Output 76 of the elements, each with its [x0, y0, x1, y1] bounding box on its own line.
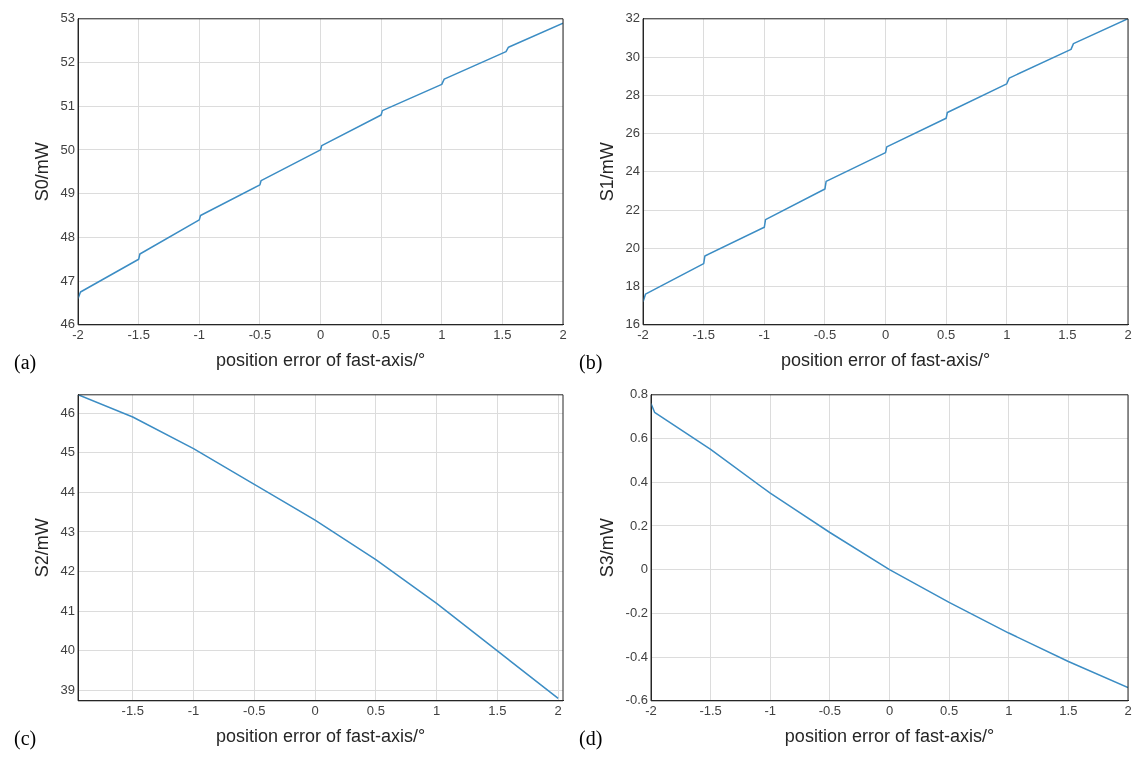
y-tick-label: 52	[60, 54, 76, 70]
text: (d)	[579, 727, 603, 751]
y-tick-label: 30	[625, 48, 641, 64]
y-tick-label: 22	[625, 201, 641, 217]
x-axis-title: position error of fast-axis/°	[780, 350, 991, 371]
y-tick-label: 0.6	[629, 430, 648, 446]
y-axis-title: S0/mW	[31, 142, 52, 202]
y-tick-label: 0.2	[629, 517, 648, 533]
y-tick-label: 28	[625, 86, 641, 102]
y-tick-label: -0.2	[625, 604, 648, 620]
y-tick-label: 45	[60, 444, 76, 460]
y-tick-label: 0.8	[629, 386, 648, 402]
x-tick-label: 2	[559, 327, 567, 343]
x-tick-label: -1	[193, 327, 206, 343]
x-tick-label: 2	[554, 703, 562, 719]
y-tick-label: -0.6	[625, 692, 648, 708]
x-tick-label: 1.5	[488, 703, 507, 719]
x-tick-label: -2	[645, 703, 657, 719]
x-tick-label: 0	[316, 327, 325, 343]
x-tick-label: -1	[187, 703, 200, 719]
x-tick-label: -1	[758, 327, 771, 343]
y-tick-label: 46	[60, 404, 76, 420]
y-axis-title: S1/mW	[596, 142, 617, 202]
y-tick-label: 0.4	[629, 473, 648, 489]
x-tick-label: 1.5	[1058, 327, 1077, 343]
y-axis-title: S2/mW	[31, 518, 52, 578]
x-tick-label: -0.5	[248, 327, 272, 343]
y-tick-label: 26	[625, 125, 641, 141]
y-tick-label: 43	[60, 523, 76, 539]
x-tick-label: 1.5	[493, 327, 512, 343]
y-tick-label: 47	[60, 272, 76, 288]
x-axis-title: position error of fast-axis/°	[215, 350, 426, 371]
y-tick-label: 24	[625, 163, 641, 179]
y-tick-label: 41	[60, 602, 76, 618]
x-tick-label: -1	[764, 703, 777, 719]
x-tick-label: 1	[432, 703, 441, 719]
x-tick-label: 1	[438, 327, 446, 343]
x-tick-label: -1.5	[692, 327, 715, 343]
x-tick-label: -0.5	[818, 703, 842, 719]
text: (a)	[14, 351, 37, 375]
x-axis-title: position error of fast-axis/°	[784, 726, 995, 747]
x-tick-label: 0	[311, 703, 319, 719]
x-tick-label: -1.5	[121, 703, 144, 719]
x-tick-label: 1	[1005, 703, 1013, 719]
y-axis-title: S3/mW	[596, 518, 617, 578]
y-tick-label: 32	[625, 10, 641, 26]
y-tick-label: 42	[60, 563, 76, 579]
x-axis-title: position error of fast-axis/°	[215, 726, 426, 747]
x-tick-label: 0.5	[366, 703, 385, 719]
y-tick-label: 53	[60, 10, 76, 26]
x-tick-label: 2	[1124, 327, 1132, 343]
x-tick-label: 0	[885, 703, 894, 719]
y-tick-label: 0	[640, 561, 648, 577]
y-tick-label: 51	[60, 97, 76, 113]
x-tick-label: -0.5	[813, 327, 837, 343]
y-tick-label: 20	[625, 239, 641, 255]
x-tick-label: -1.5	[699, 703, 722, 719]
y-tick-label: -0.4	[625, 648, 648, 664]
x-tick-label: 0.5	[372, 327, 391, 343]
y-tick-label: 49	[60, 185, 76, 201]
y-tick-label: 50	[60, 141, 76, 157]
x-tick-label: 2	[1124, 703, 1132, 719]
y-tick-label: 48	[60, 228, 76, 244]
x-tick-label: 1.5	[1059, 703, 1078, 719]
x-tick-label: 0.5	[940, 703, 959, 719]
x-tick-label: -0.5	[243, 703, 266, 719]
text: (c)	[14, 727, 37, 751]
y-tick-label: 18	[625, 278, 641, 294]
x-tick-label: 0.5	[937, 327, 956, 343]
y-tick-label: 40	[60, 642, 76, 658]
text: (b)	[579, 351, 603, 375]
y-tick-label: 44	[60, 483, 76, 499]
x-tick-label: -1.5	[127, 327, 150, 343]
y-tick-label: 39	[60, 682, 76, 698]
x-tick-label: 0	[881, 327, 890, 343]
x-tick-label: 1	[1003, 327, 1011, 343]
